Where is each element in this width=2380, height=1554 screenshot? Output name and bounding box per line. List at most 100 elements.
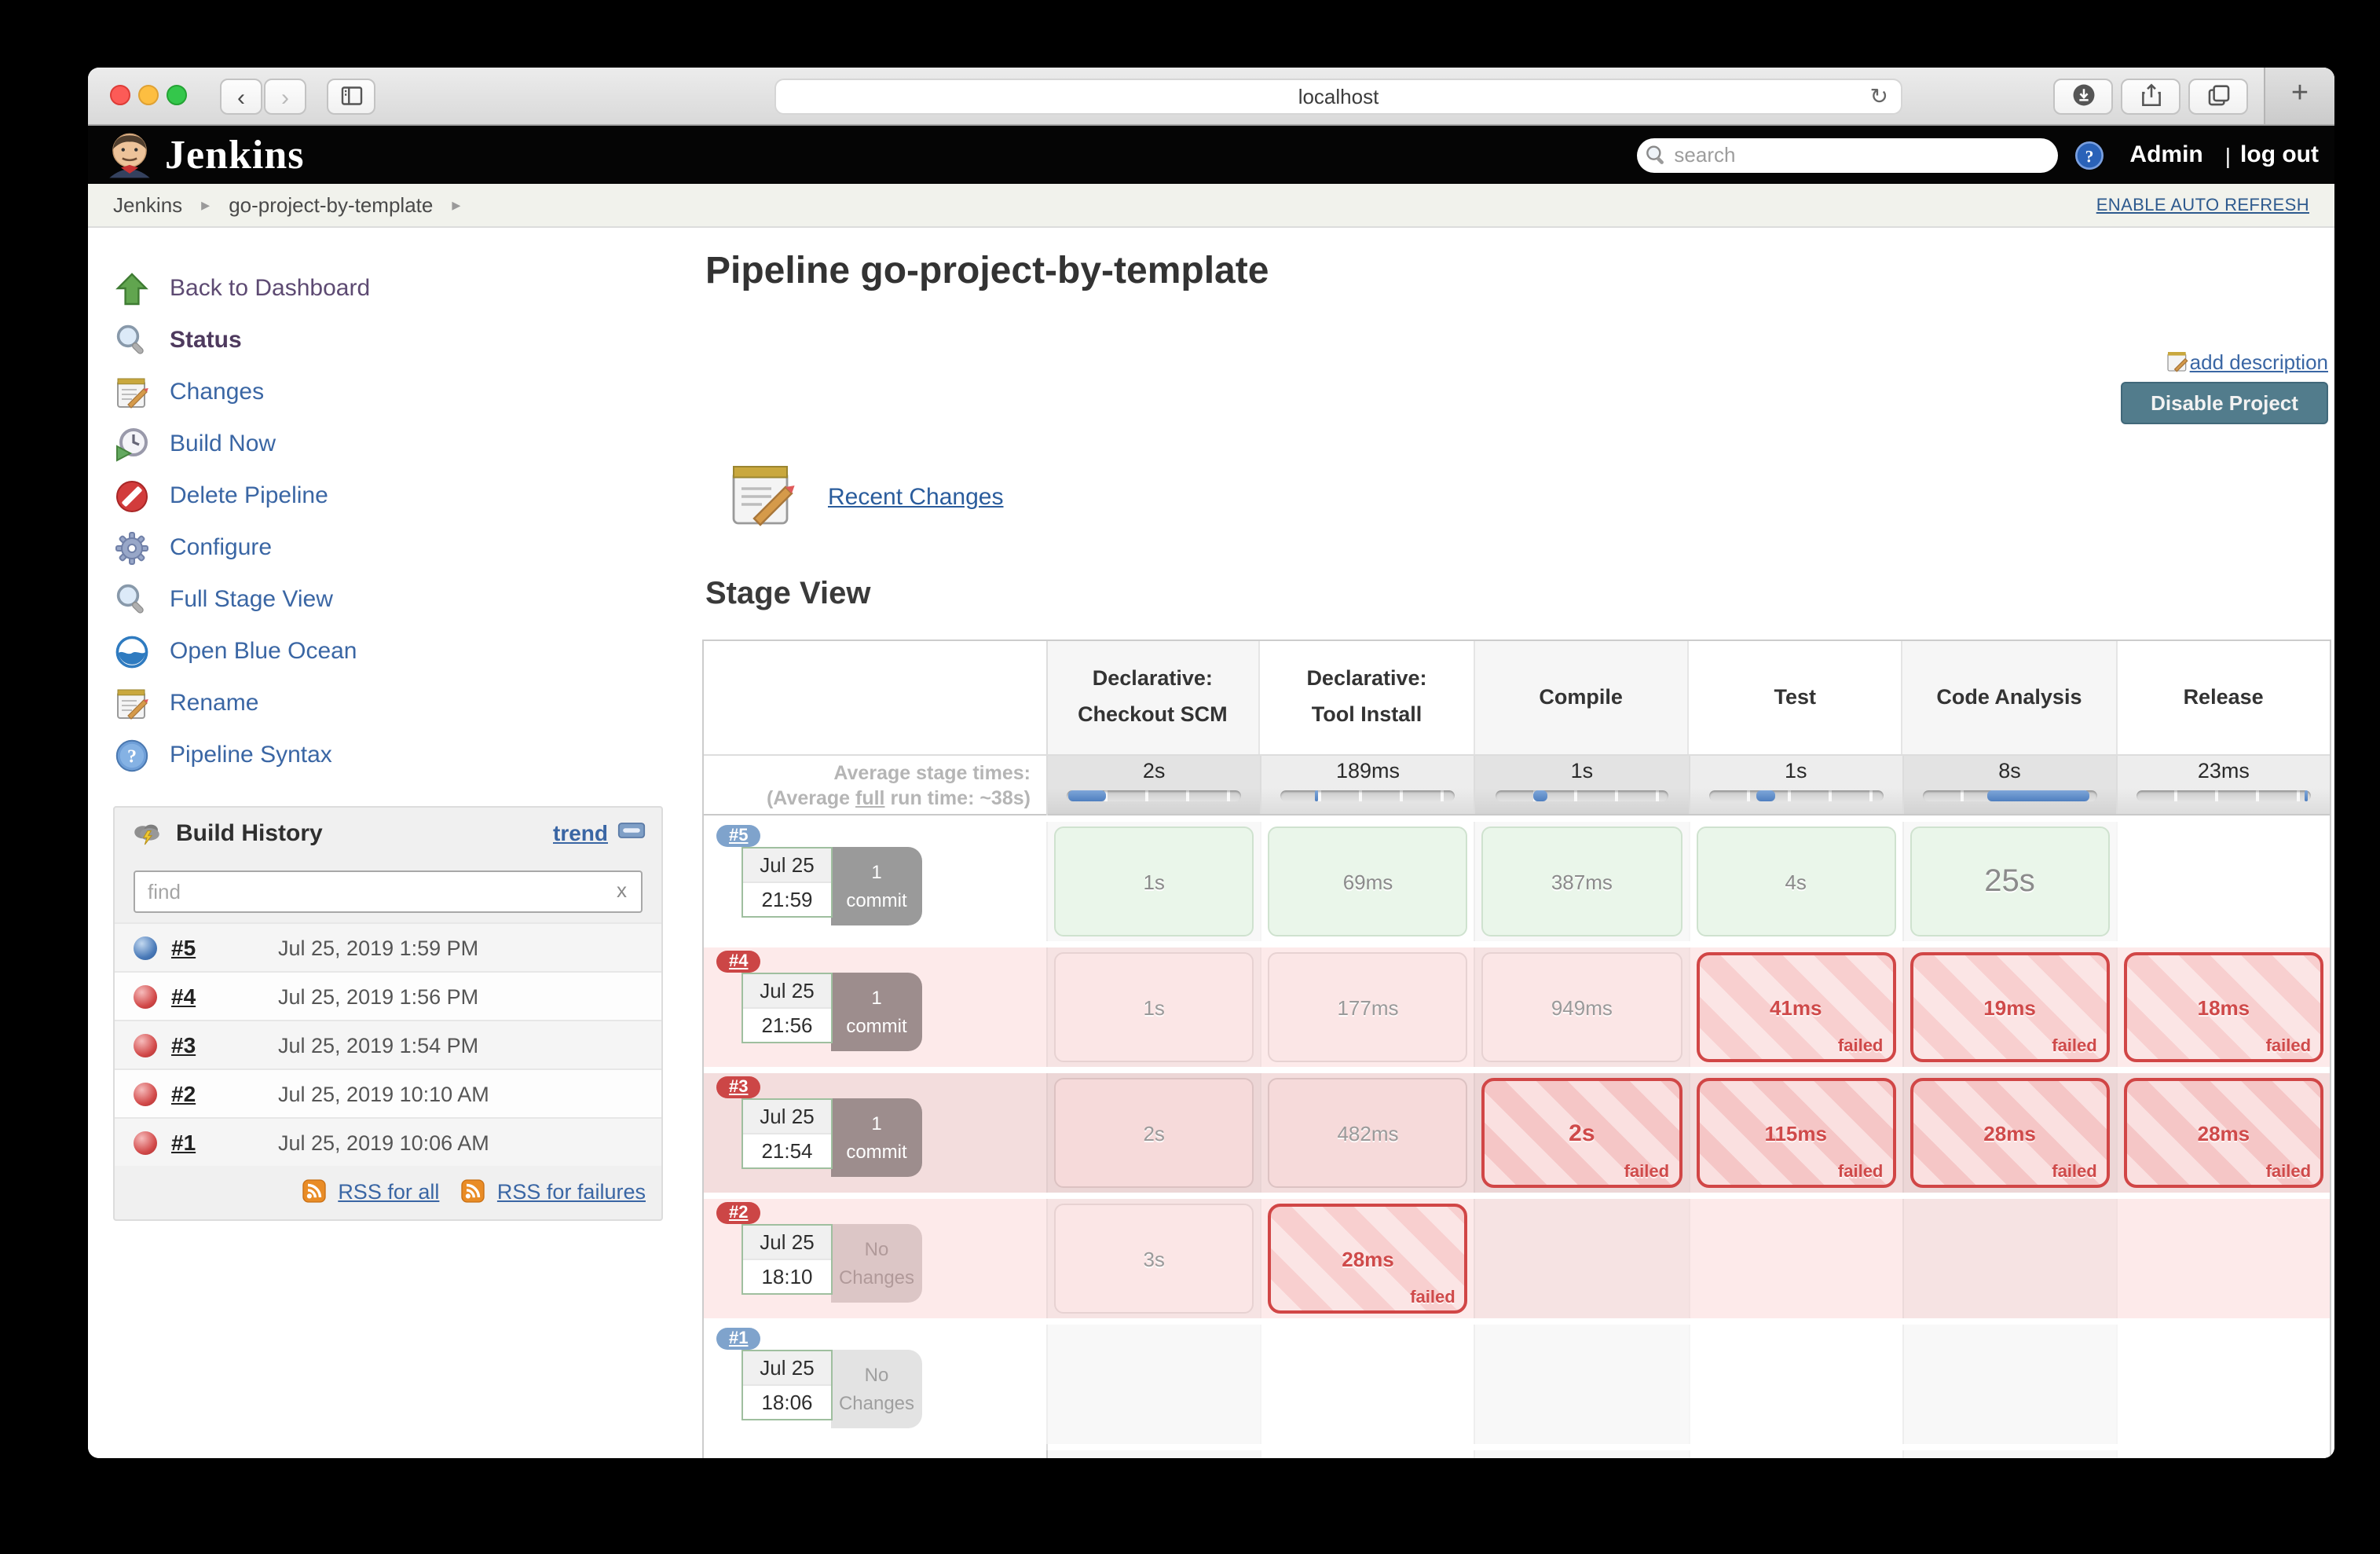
- sidebar-item-delete-pipeline[interactable]: Delete Pipeline: [113, 470, 666, 522]
- build-link[interactable]: #4: [171, 984, 196, 1009]
- build-date: Jul 25: [743, 1100, 831, 1133]
- trend-link[interactable]: trend: [553, 820, 608, 845]
- commit-count-box[interactable]: 1 commit: [831, 973, 922, 1051]
- stage-time-bar-track: [1922, 790, 2097, 801]
- stage-duration-cell-failed[interactable]: 28ms failed: [1268, 1204, 1468, 1314]
- stage-duration-cell-pink[interactable]: 177ms: [1268, 952, 1468, 1062]
- build-date-card[interactable]: Jul 25 21:54: [741, 1098, 833, 1169]
- back-button[interactable]: ‹: [220, 79, 262, 115]
- sidebar-item-status[interactable]: Status: [113, 314, 666, 366]
- stage-duration-cell-failed[interactable]: 28ms failed: [2123, 1078, 2324, 1188]
- build-number-badge[interactable]: #5: [716, 825, 761, 847]
- sidebar-item-full-stage-view[interactable]: Full Stage View: [113, 574, 666, 625]
- sidebar-item-pipeline-syntax[interactable]: ? Pipeline Syntax: [113, 729, 666, 781]
- sidebar-item-changes[interactable]: Changes: [113, 366, 666, 418]
- commit-count-box[interactable]: 1 commit: [831, 1098, 922, 1177]
- jenkins-home-link[interactable]: Jenkins: [165, 131, 305, 177]
- sidebar-item-build-now[interactable]: Build Now: [113, 418, 666, 470]
- build-time: 21:56: [743, 1007, 831, 1042]
- build-date-card[interactable]: Jul 25 21:56: [741, 973, 833, 1043]
- jenkins-butler-logo-icon[interactable]: [104, 129, 156, 181]
- stage-duration-cell-failed[interactable]: 19ms failed: [1909, 952, 2110, 1062]
- stop-icon: [113, 477, 154, 515]
- build-number-badge[interactable]: #1: [716, 1328, 761, 1350]
- build-date-card[interactable]: Jul 25 18:06: [741, 1350, 833, 1420]
- stage-cell: 28ms failed: [1260, 1199, 1474, 1318]
- stage-duration: 25s: [1984, 863, 2035, 898]
- filler-cell: [1046, 1450, 1260, 1458]
- reload-icon[interactable]: ↻: [1869, 83, 1888, 108]
- enable-auto-refresh-link[interactable]: ENABLE AUTO REFRESH: [2096, 196, 2309, 214]
- minimize-window-button[interactable]: [138, 85, 159, 105]
- rss-for-failures-link[interactable]: RSS for failures: [496, 1180, 646, 1204]
- build-number-badge[interactable]: #3: [716, 1076, 761, 1098]
- close-window-button[interactable]: [110, 85, 130, 105]
- breadcrumb-project-link[interactable]: go-project-by-template: [229, 193, 434, 217]
- stage-view-table: Declarative: Checkout SCM Declarative: Tool…: [702, 640, 2331, 1458]
- zoom-window-button[interactable]: [167, 85, 187, 105]
- stage-duration-cell-pink[interactable]: 949ms: [1481, 952, 1682, 1062]
- build-link[interactable]: #1: [171, 1130, 196, 1155]
- build-number-badge[interactable]: #2: [716, 1202, 761, 1224]
- logout-link[interactable]: log out: [2240, 141, 2319, 168]
- changes-line: 1: [871, 987, 882, 1009]
- url-bar[interactable]: localhost ↻: [774, 79, 1902, 115]
- breadcrumb-jenkins-link[interactable]: Jenkins: [113, 193, 183, 217]
- sidebar-item-configure[interactable]: Configure: [113, 522, 666, 574]
- average-stage-time-value: 8s: [1998, 759, 2021, 782]
- stage-duration-cell-failed[interactable]: 115ms failed: [1696, 1078, 1896, 1188]
- stage-duration-cell-failed[interactable]: 18ms failed: [2123, 952, 2324, 1062]
- stage-duration-cell-failed[interactable]: 2s failed: [1481, 1078, 1682, 1188]
- sidebar-item-rename[interactable]: Rename: [113, 677, 666, 729]
- rss-for-all-link[interactable]: RSS for all: [338, 1180, 440, 1204]
- stage-duration: 1s: [1143, 995, 1165, 1019]
- tab-overview-button[interactable]: [2188, 79, 2248, 115]
- sidebar-item-open-blue-ocean[interactable]: Open Blue Ocean: [113, 625, 666, 677]
- share-icon: [2137, 83, 2164, 115]
- add-description-link[interactable]: add description: [2189, 350, 2328, 374]
- downloads-button[interactable]: [2053, 79, 2113, 115]
- filler-cell: [1474, 1450, 1688, 1458]
- forward-button[interactable]: ›: [264, 79, 306, 115]
- search-input[interactable]: [1636, 137, 2058, 172]
- stage-duration-cell-success[interactable]: 4s: [1696, 826, 1896, 936]
- recent-changes-link[interactable]: Recent Changes: [828, 484, 1004, 511]
- stage-duration-cell-pink[interactable]: 482ms: [1268, 1078, 1468, 1188]
- new-tab-button[interactable]: +: [2264, 68, 2334, 124]
- build-date-card[interactable]: Jul 25 21:59: [741, 847, 833, 918]
- build-number-badge[interactable]: #4: [716, 951, 761, 973]
- notepad-icon: [113, 373, 154, 411]
- stage-view-build-row: #3 Jul 25 21:54 1 commit 2s 482ms 2s failed 115ms…: [704, 1067, 2330, 1193]
- sidebar-toggle-button[interactable]: [327, 79, 375, 115]
- stage-duration-cell-pink[interactable]: 1s: [1054, 952, 1254, 1062]
- disable-project-button[interactable]: Disable Project: [2121, 382, 2328, 424]
- build-link[interactable]: #5: [171, 935, 196, 960]
- clear-find-icon[interactable]: x: [617, 878, 627, 902]
- changes-line: No: [864, 1364, 889, 1386]
- stage-duration-cell-success[interactable]: 69ms: [1268, 826, 1468, 936]
- stage-duration-cell-success[interactable]: 1s: [1054, 826, 1254, 936]
- stage-duration-cell-pink[interactable]: 3s: [1054, 1204, 1254, 1314]
- stage-duration-cell-success[interactable]: 387ms: [1481, 826, 1682, 936]
- build-timestamp: Jul 25, 2019 10:06 AM: [278, 1131, 489, 1154]
- stage-duration: 19ms: [1983, 995, 2036, 1019]
- stage-duration: 4s: [1785, 870, 1807, 893]
- stage-cell: 387ms: [1474, 822, 1688, 941]
- build-date-card[interactable]: Jul 25 18:10: [741, 1224, 833, 1295]
- commit-count-box[interactable]: 1 commit: [831, 847, 922, 925]
- stage-duration-cell-failed[interactable]: 28ms failed: [1909, 1078, 2110, 1188]
- stage-duration-cell-failed[interactable]: 41ms failed: [1696, 952, 1896, 1062]
- share-button[interactable]: [2121, 79, 2180, 115]
- find-input[interactable]: [134, 870, 643, 913]
- build-link[interactable]: #2: [171, 1081, 196, 1106]
- stage-duration: 41ms: [1769, 995, 1822, 1019]
- main-panel: Pipeline go-project-by-template add desc…: [702, 228, 2334, 1458]
- build-link[interactable]: #3: [171, 1032, 196, 1057]
- sidebar-item-back-to-dashboard[interactable]: Back to Dashboard: [113, 262, 666, 314]
- search-help-icon[interactable]: ?: [2073, 139, 2104, 170]
- changes-line: Changes: [838, 1392, 915, 1414]
- user-admin-link[interactable]: Admin: [2129, 141, 2203, 168]
- stage-duration-cell-success[interactable]: 25s: [1909, 826, 2110, 936]
- stage-column-header: Code Analysis: [1901, 641, 2116, 754]
- stage-duration-cell-pink[interactable]: 2s: [1054, 1078, 1254, 1188]
